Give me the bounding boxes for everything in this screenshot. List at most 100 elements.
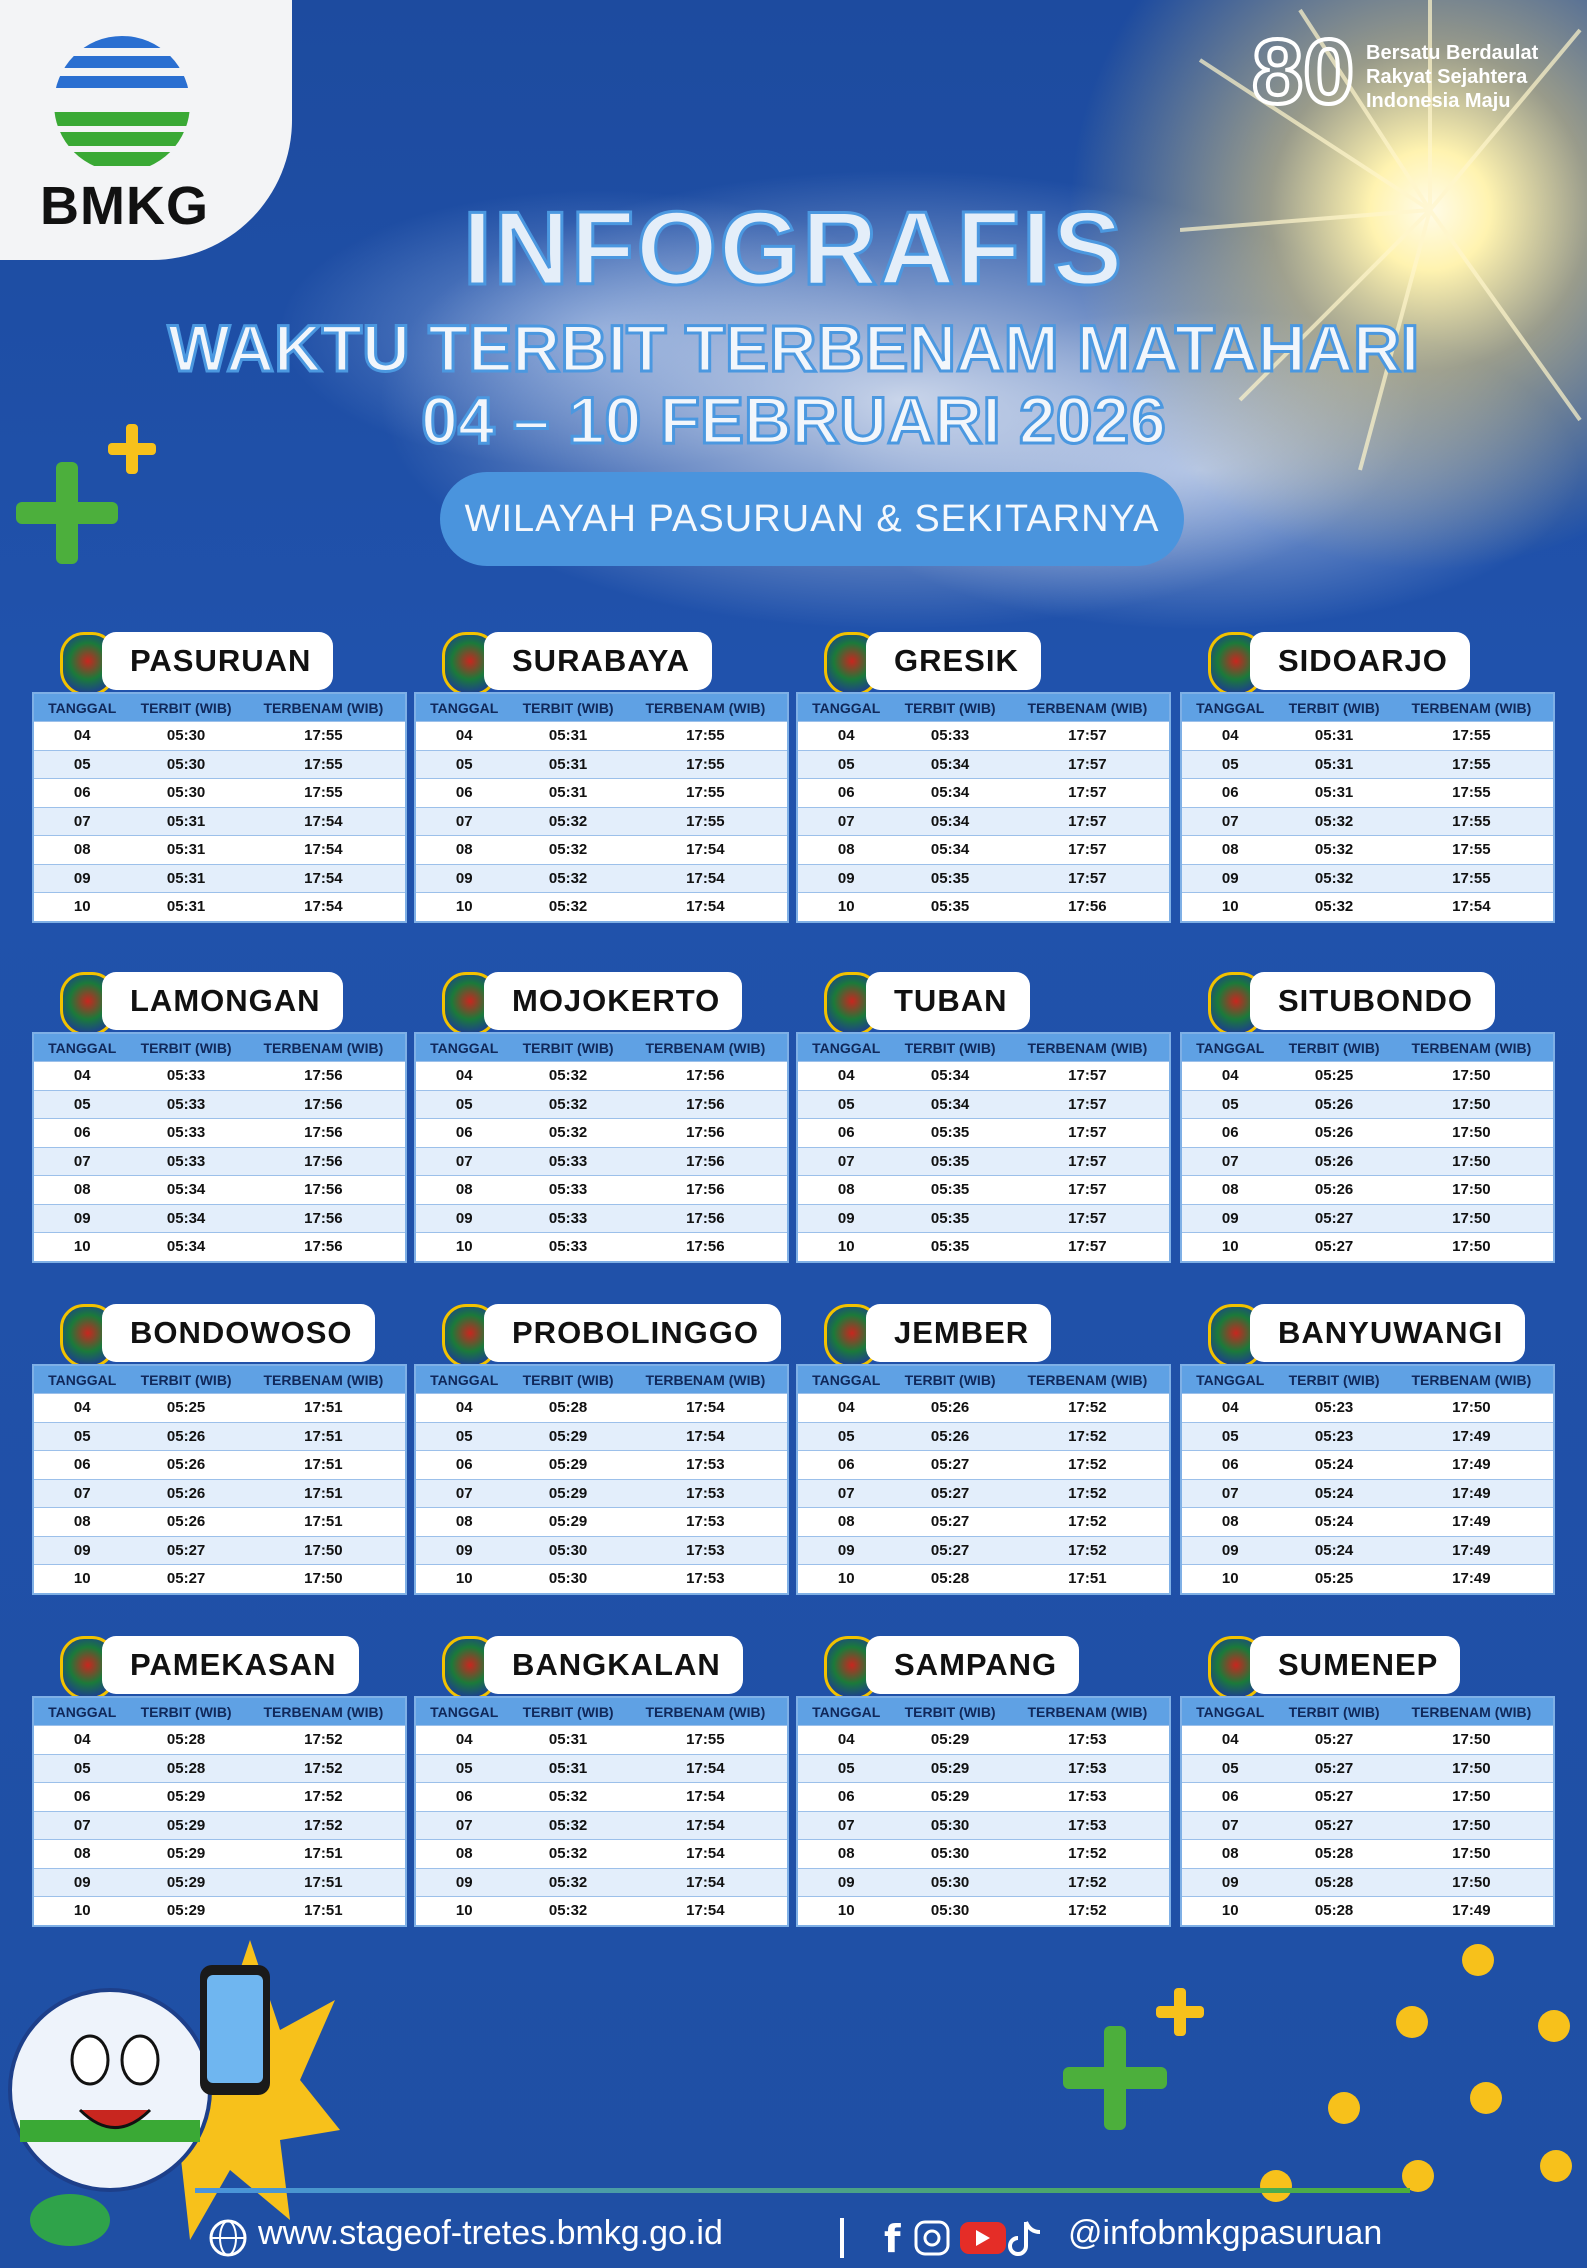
table-cell: 17:53 [1068, 1731, 1107, 1749]
table-cell: 08 [73, 1513, 91, 1531]
table-cell: 17:51 [304, 1484, 343, 1502]
table-row: 09 05:29 17:51 [34, 1867, 405, 1896]
table-cell: 06 [837, 1788, 855, 1806]
table-header-row: TANGGAL TERBIT (WIB) TERBENAM (WIB) [34, 694, 405, 721]
table-cell: 04 [73, 1399, 91, 1417]
decoration [1396, 2006, 1428, 2038]
table-header-row: TANGGAL TERBIT (WIB) TERBENAM (WIB) [798, 1366, 1169, 1393]
table-row: 06 05:26 17:50 [1182, 1118, 1553, 1147]
table-header-cell: TERBENAM (WIB) [263, 1703, 384, 1720]
table-cell: 04 [455, 727, 473, 745]
table-cell: 17:56 [686, 1067, 725, 1085]
social-handle: @infobmkgpasuruan [1068, 2214, 1383, 2252]
table-cell: 07 [1221, 1816, 1239, 1834]
table-cell: 05:28 [930, 1570, 970, 1588]
table-cell: 17:52 [1068, 1541, 1107, 1559]
table-cell: 05:29 [930, 1788, 970, 1806]
table-row: 08 05:29 17:53 [416, 1507, 787, 1536]
table-row: 06 05:30 17:55 [34, 778, 405, 807]
table-row: 08 05:30 17:52 [798, 1839, 1169, 1868]
table-cell: 05:29 [930, 1731, 970, 1749]
table-cell: 17:57 [1068, 1124, 1107, 1142]
table-row: 10 05:28 17:51 [798, 1564, 1169, 1593]
table-row: 10 05:35 17:57 [798, 1232, 1169, 1261]
table-cell: 05:29 [166, 1873, 206, 1891]
table-row: 05 05:28 17:52 [34, 1753, 405, 1782]
table-row: 05 05:26 17:52 [798, 1421, 1169, 1450]
table-cell: 17:53 [686, 1456, 725, 1474]
region-name: BANGKALAN [484, 1636, 743, 1694]
sun-table: TANGGAL TERBIT (WIB) TERBENAM (WIB) 04 05:31… [414, 692, 789, 923]
table-cell: 17:55 [1452, 812, 1491, 830]
table-header-row: TANGGAL TERBIT (WIB) TERBENAM (WIB) [416, 1034, 787, 1061]
table-cell: 05:31 [548, 727, 588, 745]
table-row: 06 05:29 17:53 [416, 1450, 787, 1479]
table-row: 04 05:28 17:52 [34, 1725, 405, 1754]
table-cell: 05:29 [930, 1759, 970, 1777]
table-row: 08 05:24 17:49 [1182, 1507, 1553, 1536]
table-header-row: TANGGAL TERBIT (WIB) TERBENAM (WIB) [416, 694, 787, 721]
table-cell: 17:50 [1452, 1181, 1491, 1199]
decoration [1328, 2092, 1360, 2124]
table-cell: 05:30 [166, 727, 206, 745]
table-cell: 05:32 [548, 1124, 588, 1142]
table-cell: 10 [837, 898, 855, 916]
table-cell: 05:26 [1314, 1181, 1354, 1199]
table-cell: 05:34 [166, 1181, 206, 1199]
table-row: 06 05:29 17:52 [34, 1782, 405, 1811]
table-cell: 05:31 [1314, 784, 1354, 802]
table-row: 09 05:27 17:50 [34, 1535, 405, 1564]
table-row: 06 05:27 17:50 [1182, 1782, 1553, 1811]
region-name: SIDOARJO [1250, 632, 1470, 690]
table-cell: 05:32 [548, 869, 588, 887]
table-cell: 04 [1221, 1399, 1239, 1417]
table-header-cell: TERBIT (WIB) [1288, 1703, 1380, 1720]
table-header-cell: TANGGAL [430, 1703, 499, 1720]
table-header-row: TANGGAL TERBIT (WIB) TERBENAM (WIB) [1182, 694, 1553, 721]
table-cell: 06 [73, 1124, 91, 1142]
decoration [1402, 2160, 1434, 2192]
table-row: 07 05:32 17:55 [1182, 806, 1553, 835]
table-row: 08 05:32 17:54 [416, 1839, 787, 1868]
table-cell: 17:56 [304, 1181, 343, 1199]
table-header-cell: TERBENAM (WIB) [645, 1371, 766, 1388]
table-cell: 17:55 [686, 784, 725, 802]
table-cell: 17:56 [304, 1152, 343, 1170]
table-cell: 08 [1221, 1845, 1239, 1863]
table-cell: 05:26 [166, 1513, 206, 1531]
table-row: 09 05:30 17:52 [798, 1867, 1169, 1896]
table-cell: 07 [455, 812, 473, 830]
table-cell: 10 [1221, 898, 1239, 916]
table-row: 09 05:32 17:54 [416, 863, 787, 892]
table-cell: 05:34 [930, 841, 970, 859]
table-cell: 09 [455, 1209, 473, 1227]
region-name: SUMENEP [1250, 1636, 1461, 1694]
table-row: 05 05:26 17:51 [34, 1421, 405, 1450]
table-cell: 17:55 [1452, 841, 1491, 859]
table-cell: 05 [1221, 755, 1239, 773]
table-header-cell: TERBIT (WIB) [904, 1039, 996, 1056]
table-cell: 05 [73, 1095, 91, 1113]
table-cell: 17:51 [304, 1513, 343, 1531]
table-row: 07 05:24 17:49 [1182, 1478, 1553, 1507]
table-cell: 05:26 [1314, 1095, 1354, 1113]
table-cell: 17:53 [686, 1570, 725, 1588]
table-cell: 09 [837, 1209, 855, 1227]
table-cell: 17:51 [304, 1456, 343, 1474]
table-cell: 17:54 [1452, 898, 1491, 916]
table-row: 08 05:32 17:54 [416, 835, 787, 864]
table-cell: 05:33 [548, 1238, 588, 1256]
table-row: 06 05:34 17:57 [798, 778, 1169, 807]
table-header-cell: TANGGAL [812, 1703, 881, 1720]
mascot [8, 1940, 340, 2246]
table-cell: 05:32 [1314, 841, 1354, 859]
table-cell: 17:54 [304, 898, 343, 916]
table-cell: 07 [1221, 1484, 1239, 1502]
table-cell: 07 [73, 812, 91, 830]
table-cell: 17:54 [686, 841, 725, 859]
table-cell: 05:24 [1314, 1484, 1354, 1502]
table-row: 05 05:23 17:49 [1182, 1421, 1553, 1450]
table-cell: 04 [455, 1067, 473, 1085]
table-cell: 04 [455, 1399, 473, 1417]
table-header-cell: TERBIT (WIB) [904, 1703, 996, 1720]
